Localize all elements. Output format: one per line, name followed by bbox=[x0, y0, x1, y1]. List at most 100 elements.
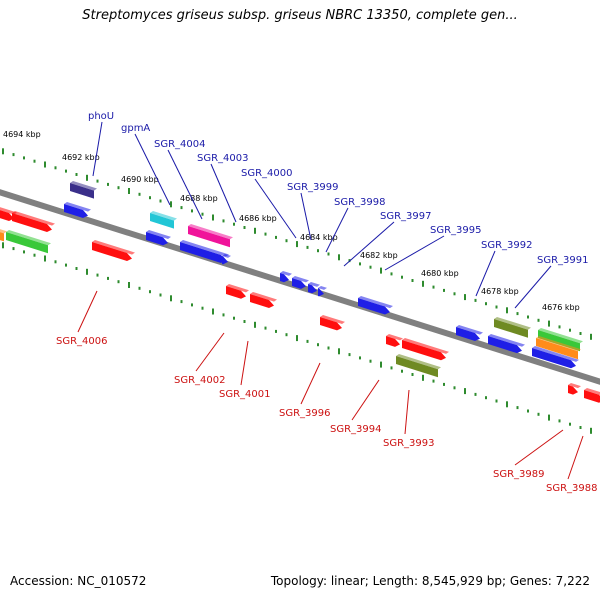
scale-tick bbox=[453, 292, 456, 296]
callout-line bbox=[77, 290, 98, 333]
gene-feature[interactable] bbox=[280, 270, 292, 285]
gene-label-top[interactable]: phoU bbox=[88, 111, 114, 122]
kbp-tick-label: 4690 kbp bbox=[121, 175, 159, 184]
gene-feature[interactable] bbox=[0, 204, 17, 224]
gene-label-bottom[interactable]: SGR_3989 bbox=[493, 469, 545, 480]
scale-tick bbox=[422, 280, 424, 287]
scale-tick bbox=[2, 148, 4, 155]
scale-tick bbox=[296, 335, 298, 342]
scale-tick bbox=[474, 298, 477, 302]
scale-tick bbox=[432, 379, 435, 383]
scale-tick bbox=[558, 325, 561, 329]
scale-tick bbox=[254, 321, 256, 328]
scale-tick bbox=[12, 247, 15, 251]
gene-feature[interactable] bbox=[386, 333, 403, 349]
gene-feature[interactable] bbox=[146, 229, 171, 248]
scale-tick bbox=[369, 265, 372, 269]
genome-title: Streptomyces griseus subsp. griseus NBRC… bbox=[82, 8, 518, 23]
scale-tick bbox=[359, 356, 361, 360]
gene-feature[interactable] bbox=[456, 324, 483, 344]
scale-tick bbox=[33, 159, 36, 163]
callout-line bbox=[325, 207, 349, 253]
scale-tick bbox=[170, 295, 172, 302]
scale-tick bbox=[233, 222, 235, 226]
gene-feature[interactable] bbox=[188, 223, 233, 248]
gene-label-top[interactable]: SGR_4004 bbox=[154, 139, 206, 150]
gene-label-top[interactable]: SGR_3991 bbox=[537, 255, 589, 266]
scale-tick bbox=[579, 426, 582, 429]
gene-feature[interactable] bbox=[222, 253, 231, 267]
gene-feature[interactable] bbox=[358, 295, 393, 317]
scale-tick bbox=[191, 209, 193, 213]
gene-label-bottom[interactable]: SGR_3996 bbox=[279, 408, 331, 419]
scale-tick bbox=[285, 239, 288, 243]
scale-tick bbox=[117, 186, 120, 190]
gene-feature[interactable] bbox=[12, 210, 55, 235]
gene-label-top[interactable]: SGR_3997 bbox=[380, 211, 432, 222]
gene-feature[interactable] bbox=[92, 239, 135, 264]
gene-label-top[interactable]: SGR_3992 bbox=[481, 240, 533, 251]
scale-tick bbox=[390, 366, 393, 370]
scale-tick bbox=[401, 369, 403, 373]
gene-feature[interactable] bbox=[320, 314, 345, 333]
gene-label-bottom[interactable]: SGR_4002 bbox=[174, 375, 226, 386]
scale-tick bbox=[338, 348, 340, 355]
scale-tick bbox=[432, 285, 435, 289]
gene-feature[interactable] bbox=[396, 353, 441, 378]
gene-label-bottom[interactable]: SGR_3994 bbox=[330, 424, 382, 435]
scale-tick bbox=[264, 232, 267, 236]
scale-tick bbox=[516, 312, 519, 316]
gene-label-top[interactable]: SGR_4003 bbox=[197, 153, 249, 164]
gene-feature[interactable] bbox=[292, 275, 309, 291]
scale-tick bbox=[75, 173, 78, 176]
gene-feature[interactable] bbox=[250, 291, 277, 311]
gene-label-top[interactable]: SGR_4000 bbox=[241, 168, 293, 179]
scale-tick bbox=[443, 288, 445, 292]
scale-tick bbox=[296, 241, 298, 248]
scale-tick bbox=[128, 188, 130, 194]
callout-line bbox=[567, 435, 584, 480]
gene-features bbox=[0, 180, 600, 405]
kbp-tick-label: 4682 kbp bbox=[360, 251, 398, 260]
gene-feature[interactable] bbox=[402, 337, 449, 363]
scale-tick bbox=[527, 409, 529, 413]
gene-label-bottom[interactable]: SGR_4006 bbox=[56, 336, 108, 347]
scale-tick bbox=[579, 332, 582, 335]
scale-tick bbox=[569, 422, 571, 426]
scale-tick bbox=[264, 326, 267, 330]
scale-tick bbox=[590, 333, 592, 340]
gene-feature[interactable] bbox=[584, 387, 600, 405]
gene-feature[interactable] bbox=[150, 210, 177, 230]
gene-label-top[interactable]: gpmA bbox=[121, 123, 150, 134]
callout-line bbox=[300, 192, 312, 241]
gene-feature[interactable] bbox=[318, 285, 327, 299]
gene-label-top[interactable]: SGR_3998 bbox=[334, 197, 386, 208]
scale-tick bbox=[138, 192, 141, 196]
scale-tick bbox=[369, 359, 372, 363]
gene-label-top[interactable]: SGR_3999 bbox=[287, 182, 339, 193]
gene-feature[interactable] bbox=[6, 229, 51, 254]
gene-feature[interactable] bbox=[532, 345, 579, 371]
gene-feature[interactable] bbox=[70, 180, 97, 200]
callout-line bbox=[300, 362, 321, 405]
scale-tick bbox=[233, 316, 235, 320]
gene-feature[interactable] bbox=[64, 201, 91, 221]
gene-feature[interactable] bbox=[488, 333, 525, 356]
gene-feature[interactable] bbox=[536, 335, 581, 360]
scale-tick bbox=[506, 401, 508, 408]
gene-feature[interactable] bbox=[0, 226, 7, 242]
gene-feature[interactable] bbox=[494, 316, 531, 339]
gene-feature[interactable] bbox=[568, 382, 581, 397]
gene-feature[interactable] bbox=[226, 283, 249, 301]
gene-label-bottom[interactable]: SGR_4001 bbox=[219, 389, 271, 400]
scale-tick bbox=[548, 414, 550, 421]
gene-label-bottom[interactable]: SGR_3988 bbox=[546, 483, 598, 494]
kbp-tick-label: 4684 kbp bbox=[300, 233, 338, 242]
gene-label-bottom[interactable]: SGR_3993 bbox=[383, 438, 435, 449]
callout-line bbox=[92, 121, 103, 177]
gene-feature[interactable] bbox=[308, 281, 320, 296]
gene-label-top[interactable]: SGR_3995 bbox=[430, 225, 482, 236]
scale-tick bbox=[54, 260, 57, 264]
gene-feature[interactable] bbox=[180, 239, 229, 265]
